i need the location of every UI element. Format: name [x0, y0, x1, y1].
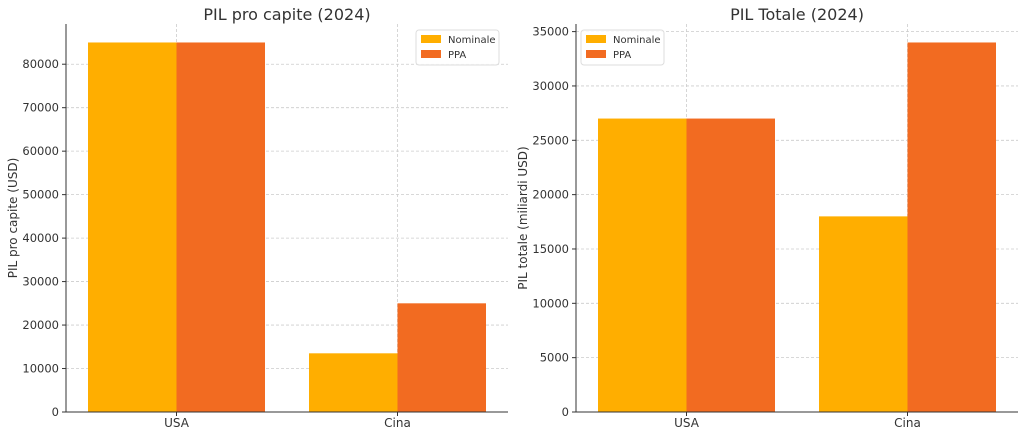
y-tick-label: 80000 [22, 57, 59, 71]
y-tick-label: 10000 [532, 296, 569, 310]
legend-swatch [586, 35, 606, 43]
y-tick-label: 50000 [22, 188, 59, 202]
x-tick-label: Cina [894, 416, 921, 430]
bar-ppa-cina [907, 42, 996, 412]
y-tick-label: 20000 [22, 318, 59, 332]
chart-title: PIL Totale (2024) [730, 5, 864, 24]
bar-ppa-usa [686, 118, 775, 412]
y-tick-label: 15000 [532, 242, 569, 256]
y-tick-label: 25000 [532, 133, 569, 147]
legend-label: Nominale [613, 35, 661, 46]
legend-label: PPA [613, 50, 631, 61]
bar-nominale-cina [819, 216, 908, 412]
bar-ppa-usa [176, 42, 265, 412]
legend-swatch [421, 50, 441, 58]
legend: Nominale PPA [415, 29, 500, 66]
x-tick-label: USA [674, 416, 700, 430]
chart-title: PIL pro capite (2024) [203, 5, 370, 24]
y-axis-label: PIL totale (miliardi USD) [516, 146, 530, 289]
x-tick-label: USA [164, 416, 190, 430]
y-tick-label: 70000 [22, 101, 59, 115]
bar-nominale-cina [309, 353, 398, 412]
legend: Nominale PPA [580, 29, 665, 66]
chart-panel-2: 0 5000 10000 15000 20000 25000 30000 35000 USA Ci… [516, 5, 1018, 430]
bar-nominale-usa [598, 118, 687, 412]
bar-nominale-usa [88, 42, 177, 412]
y-axis-label: PIL pro capite (USD) [6, 158, 20, 279]
y-tick-label: 10000 [22, 362, 59, 376]
legend-swatch [421, 35, 441, 43]
chart-panel-1: 0 10000 20000 30000 40000 50000 60000 70000 8000… [6, 5, 508, 430]
y-tick-label: 20000 [532, 188, 569, 202]
y-tick-label: 30000 [532, 79, 569, 93]
legend-label: PPA [448, 50, 466, 61]
y-tick-label: 0 [562, 405, 569, 419]
bar-ppa-cina [397, 303, 486, 412]
y-tick-label: 30000 [22, 275, 59, 289]
legend-swatch [586, 50, 606, 58]
y-tick-label: 35000 [532, 25, 569, 39]
y-tick-label: 60000 [22, 144, 59, 158]
y-tick-label: 5000 [540, 351, 569, 365]
x-tick-label: Cina [384, 416, 411, 430]
y-tick-label: 40000 [22, 231, 59, 245]
legend-label: Nominale [448, 35, 496, 46]
y-tick-label: 0 [52, 405, 59, 419]
